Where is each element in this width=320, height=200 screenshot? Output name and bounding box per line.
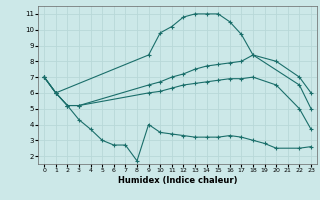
X-axis label: Humidex (Indice chaleur): Humidex (Indice chaleur) bbox=[118, 176, 237, 185]
